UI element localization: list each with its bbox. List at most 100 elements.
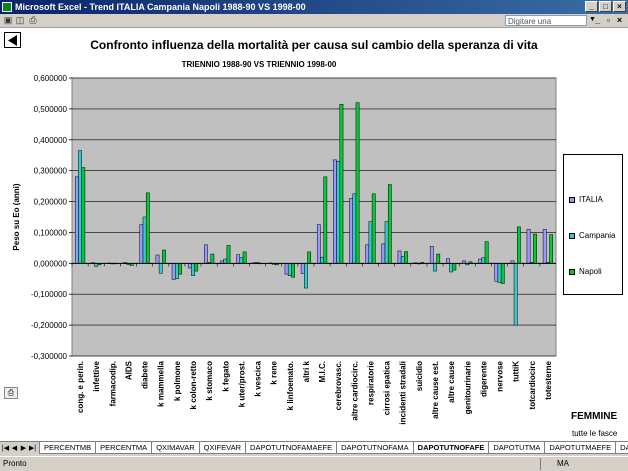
bar-napoli-29 xyxy=(549,234,554,264)
back-button[interactable] xyxy=(4,32,21,48)
bar-italia-26 xyxy=(494,263,499,282)
y-tick-label: 0,200000 xyxy=(34,198,68,207)
bar-campania-17 xyxy=(352,193,357,264)
sheet-tab-2[interactable]: QXIMAVAR xyxy=(151,442,200,454)
doc-restore-button[interactable]: ▫ xyxy=(606,15,611,25)
legend-swatch-napoli xyxy=(569,268,575,275)
bar-napoli-4 xyxy=(145,192,150,264)
prev-sheet-icon[interactable]: ◀ xyxy=(11,445,18,452)
preview-icon[interactable]: ◫ xyxy=(15,15,25,25)
bar-napoli-6 xyxy=(178,263,182,275)
bar-campania-22 xyxy=(433,263,437,272)
y-tick-label: 0,500000 xyxy=(34,105,68,114)
bar-campania-16 xyxy=(336,161,341,264)
bar-chart: -0,300000 -0,200000 -0,100000 0,000000 0,100… xyxy=(12,74,557,425)
x-tick-label: cerebrovasc. xyxy=(334,361,343,410)
bar-campania-15 xyxy=(320,256,324,264)
sheet-tab-8[interactable]: DAPOTUTMAEFE xyxy=(544,442,617,454)
doc-close-button[interactable]: × xyxy=(616,15,623,25)
bar-napoli-19 xyxy=(387,184,392,264)
bar-campania-20 xyxy=(400,255,405,264)
chevron-down-icon[interactable]: ▼ xyxy=(589,16,596,23)
legend-swatch-campania xyxy=(569,232,575,239)
sheet-tab-4[interactable]: DAPOTUTNOFAMAEFE xyxy=(245,442,338,454)
doc-minimize-button[interactable]: _ xyxy=(594,15,600,25)
maximize-button[interactable]: □ xyxy=(599,1,612,12)
print-toolbar-icon[interactable]: ⎙ xyxy=(29,15,37,25)
bar-italia-5 xyxy=(155,254,160,264)
toolbar: ▣ ◫ ⎙ Digitare una domanda. ▼ _ ▫ × xyxy=(0,14,628,37)
x-tick-label: AIDS xyxy=(124,360,133,380)
bar-italia-23 xyxy=(446,258,450,264)
x-tick-label: altre cause xyxy=(447,360,456,402)
x-tick-label: k rene xyxy=(270,360,279,384)
x-tick-label: nervose xyxy=(496,360,505,391)
bar-italia-4 xyxy=(139,224,144,264)
window-titlebar: Microsoft Excel - Trend ITALIA Campania … xyxy=(0,0,628,14)
sheet-tab-9[interactable]: DAPOTUTFE xyxy=(615,442,628,454)
x-tick-label: farmacodip. xyxy=(108,361,117,406)
minimize-button[interactable]: _ xyxy=(585,1,598,12)
bar-italia-7 xyxy=(187,263,192,269)
bar-napoli-17 xyxy=(355,102,360,264)
bar-italia-8 xyxy=(204,244,208,264)
next-sheet-icon[interactable]: ▶ xyxy=(20,445,27,452)
legend-item-napoli: Napoli xyxy=(569,267,602,276)
bar-campania-5 xyxy=(158,263,163,274)
bar-napoli-10 xyxy=(242,251,247,264)
sheet-tab-6[interactable]: DAPOTUTNOFAFE xyxy=(412,442,490,454)
bar-italia-15 xyxy=(316,224,321,264)
last-sheet-icon[interactable]: ▶| xyxy=(28,445,37,452)
bar-campania-7 xyxy=(191,263,195,276)
bar-italia-16 xyxy=(333,159,337,264)
y-tick-label: -0,200000 xyxy=(31,321,68,330)
bar-italia-25 xyxy=(478,258,483,264)
bar-italia-29 xyxy=(542,229,547,264)
note-femmine: FEMMINE xyxy=(571,411,618,422)
bar-napoli-25 xyxy=(484,241,489,264)
bar-napoli-8 xyxy=(210,253,215,264)
close-button[interactable]: × xyxy=(613,1,626,12)
y-tick-label: -0,300000 xyxy=(31,352,68,361)
bar-italia-14 xyxy=(300,263,305,274)
window-title: Microsoft Excel - Trend ITALIA Campania … xyxy=(15,2,306,12)
bar-napoli-13 xyxy=(291,263,295,278)
bar-italia-10 xyxy=(236,254,241,264)
legend-item-italia: ITALIA xyxy=(569,195,603,204)
y-tick-label: 0,300000 xyxy=(34,167,68,176)
bar-campania-9 xyxy=(223,258,228,264)
x-tick-label: suicidio xyxy=(415,361,424,391)
x-tick-label: cirrosi epatica xyxy=(383,360,392,415)
arrow-left-icon xyxy=(8,34,17,46)
bar-campania-18 xyxy=(368,221,373,264)
chart-legend: ITALIA Campania Napoli xyxy=(563,154,623,295)
first-sheet-icon[interactable]: |◀ xyxy=(1,445,10,452)
sheet-tab-0[interactable]: PERCENTMB xyxy=(39,442,97,454)
open-icon[interactable]: ▣ xyxy=(3,15,13,25)
x-tick-label: k uter/prost. xyxy=(237,361,246,407)
legend-label-campania: Campania xyxy=(579,231,616,240)
bar-campania-23 xyxy=(449,263,453,273)
bar-italia-20 xyxy=(397,250,402,264)
bar-napoli-22 xyxy=(436,253,441,264)
sheet-tab-1[interactable]: PERCENTMA xyxy=(95,442,153,454)
sheet-tab-5[interactable]: DAPOTUTNOFAMA xyxy=(336,442,414,454)
bar-napoli-7 xyxy=(194,263,199,272)
status-bar: Pronto MA xyxy=(0,456,628,471)
bar-italia-6 xyxy=(171,263,176,280)
printer-icon[interactable]: ⎙ xyxy=(4,387,18,399)
bar-campania-26 xyxy=(497,263,502,283)
help-search-input[interactable]: Digitare una domanda. xyxy=(505,15,587,37)
bar-napoli-14 xyxy=(307,251,312,264)
x-tick-label: altri k xyxy=(302,360,311,382)
sheet-tab-3[interactable]: QXIFEVAR xyxy=(198,442,247,454)
legend-label-napoli: Napoli xyxy=(579,267,602,276)
y-tick-label: -0,100000 xyxy=(31,290,68,299)
bar-campania-4 xyxy=(142,216,147,264)
status-mode: MA xyxy=(557,459,569,468)
note-age-groups: tutte le fasce xyxy=(572,429,618,438)
sheet-tab-7[interactable]: DAPOTUTMA xyxy=(488,442,546,454)
x-tick-label: tuttiK xyxy=(512,361,521,382)
bar-napoli-0 xyxy=(81,167,86,264)
x-tick-label: digerente xyxy=(479,360,488,397)
